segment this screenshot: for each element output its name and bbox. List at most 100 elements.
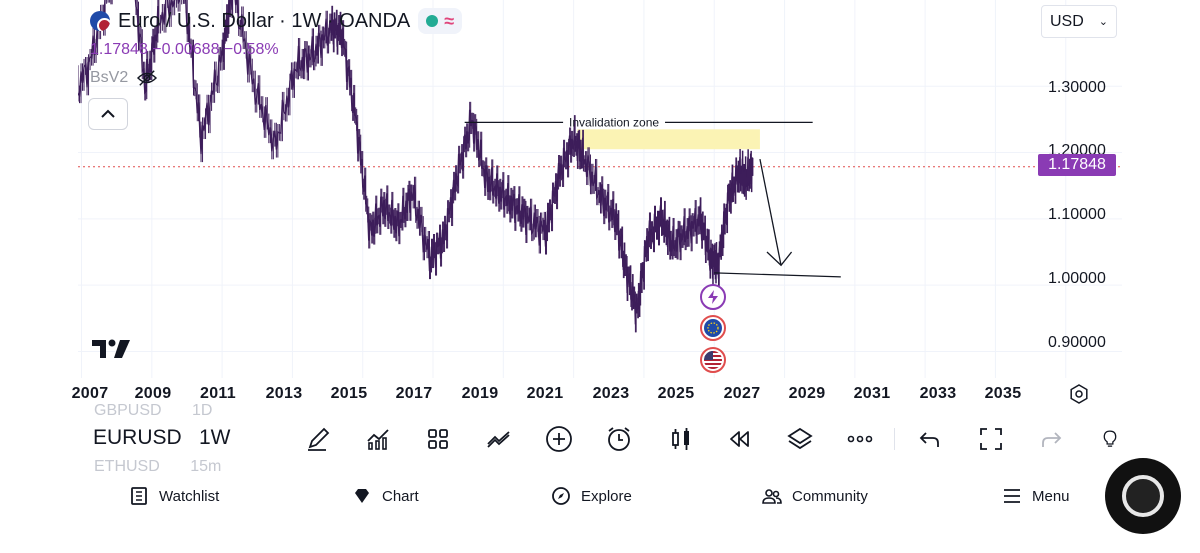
grid-icon bbox=[428, 429, 448, 449]
toolbar-divider bbox=[894, 428, 895, 450]
price-chart[interactable]: Invalidation zone bbox=[78, 0, 1122, 410]
compare-icon bbox=[487, 431, 510, 448]
layers-button[interactable] bbox=[785, 424, 815, 454]
next-interval: 15m bbox=[190, 458, 222, 475]
indicators-button[interactable] bbox=[363, 424, 393, 454]
layers-icon bbox=[787, 427, 813, 450]
eu-flag-icon bbox=[704, 319, 722, 337]
collapse-legend-button[interactable] bbox=[88, 98, 128, 130]
time-axis-label: 2035 bbox=[984, 385, 1022, 402]
fullscreen-button[interactable] bbox=[976, 424, 1006, 454]
eu-event-icon[interactable] bbox=[700, 315, 726, 341]
time-axis-label: 2021 bbox=[526, 385, 564, 402]
alert-button[interactable] bbox=[604, 424, 634, 454]
projection-arrow-head bbox=[766, 251, 793, 267]
time-axis-label: 2009 bbox=[134, 385, 172, 402]
axis-settings-icon[interactable] bbox=[1069, 384, 1089, 404]
time-axis-label: 2031 bbox=[853, 385, 891, 402]
nav-watchlist[interactable]: Watchlist bbox=[129, 486, 219, 506]
drawing-tools-button[interactable] bbox=[303, 424, 333, 454]
time-axis-label: 2033 bbox=[919, 385, 957, 402]
chart-area[interactable]: Invalidation zone bbox=[78, 0, 1122, 410]
prev-symbol-row[interactable]: GBPUSD 1D bbox=[94, 402, 212, 420]
community-icon bbox=[762, 489, 782, 504]
target-support-line bbox=[714, 272, 841, 278]
symbol-search-button[interactable]: EURUSD bbox=[93, 426, 182, 449]
diamond-icon bbox=[355, 489, 369, 503]
time-axis-label: 2013 bbox=[265, 385, 303, 402]
nav-chart-label: Chart bbox=[382, 487, 419, 505]
lightning-icon bbox=[708, 290, 718, 304]
indicator-row[interactable]: BsV2 bbox=[90, 69, 158, 87]
market-status-pill[interactable]: ≈ bbox=[418, 8, 463, 34]
rewind-icon bbox=[730, 431, 749, 447]
chart-type-button[interactable] bbox=[666, 424, 696, 454]
price-axis-label: 1.10000 bbox=[1048, 206, 1106, 223]
prev-symbol: GBPUSD bbox=[94, 402, 162, 419]
price-axis-label: 1.30000 bbox=[1048, 79, 1106, 96]
undo-icon bbox=[919, 432, 939, 447]
currency-value: USD bbox=[1050, 12, 1084, 30]
time-axis-label: 2029 bbox=[788, 385, 826, 402]
compare-button[interactable] bbox=[484, 424, 514, 454]
eye-off-icon[interactable] bbox=[136, 69, 158, 87]
plus-circle-icon bbox=[546, 426, 572, 452]
more-dots-icon bbox=[847, 435, 873, 443]
replay-button[interactable] bbox=[724, 424, 754, 454]
tradingview-logo-icon bbox=[92, 339, 130, 358]
undo-button[interactable] bbox=[915, 424, 945, 454]
compass-icon bbox=[552, 487, 570, 505]
currency-select[interactable]: USD ⌄ bbox=[1041, 5, 1117, 38]
add-button[interactable] bbox=[544, 424, 574, 454]
assistive-touch-icon bbox=[1122, 475, 1164, 517]
nav-menu-label: Menu bbox=[1032, 487, 1070, 505]
time-axis-label: 2007 bbox=[71, 385, 109, 402]
price-axis-label: 1.00000 bbox=[1048, 270, 1106, 287]
prev-interval: 1D bbox=[192, 402, 213, 419]
price-change: 1.17848 −0.00688 −0.58% bbox=[90, 41, 279, 58]
us-event-icon[interactable] bbox=[700, 347, 726, 373]
nav-explore-label: Explore bbox=[581, 487, 632, 505]
more-button[interactable] bbox=[845, 424, 875, 454]
market-open-icon bbox=[426, 15, 439, 27]
time-axis-label: 2011 bbox=[200, 385, 236, 402]
chevron-down-icon: ⌄ bbox=[1098, 16, 1108, 28]
time-axis-label: 2025 bbox=[657, 385, 695, 402]
ideas-button[interactable] bbox=[1100, 424, 1120, 454]
lightbulb-icon bbox=[1103, 430, 1117, 447]
redo-button[interactable] bbox=[1036, 424, 1066, 454]
time-axis-label: 2023 bbox=[592, 385, 630, 402]
indicators-icon bbox=[367, 429, 389, 450]
hamburger-icon bbox=[1004, 489, 1020, 503]
fullscreen-icon bbox=[980, 428, 1002, 450]
invalidation-zone-box bbox=[577, 129, 760, 150]
invalidation-zone-label: Invalidation zone bbox=[569, 115, 659, 129]
redo-icon bbox=[1042, 432, 1062, 447]
current-price-tag: 1.17848 bbox=[1038, 154, 1116, 176]
chevron-up-icon bbox=[101, 109, 115, 118]
next-symbol: ETHUSD bbox=[94, 458, 160, 475]
nav-explore[interactable]: Explore bbox=[551, 486, 632, 506]
price-series-line bbox=[78, 0, 754, 325]
us-flag-icon bbox=[704, 351, 722, 369]
layout-button[interactable] bbox=[423, 424, 453, 454]
wave-icon: ≈ bbox=[444, 10, 455, 31]
symbol-title: Euro / U.S. Dollar · 1W · OANDA bbox=[118, 9, 411, 32]
symbol-legend[interactable]: Euro / U.S. Dollar · 1W · OANDA ≈ bbox=[90, 8, 463, 34]
assistive-touch-button[interactable] bbox=[1105, 458, 1181, 534]
time-axis-label: 2015 bbox=[330, 385, 368, 402]
nav-community-label: Community bbox=[792, 487, 868, 505]
interval-button[interactable]: 1W bbox=[199, 426, 231, 449]
nav-community[interactable]: Community bbox=[762, 486, 868, 506]
time-axis-label: 2027 bbox=[723, 385, 761, 402]
nav-watchlist-label: Watchlist bbox=[159, 487, 220, 505]
watchlist-icon bbox=[131, 487, 147, 505]
time-axis-label: 2017 bbox=[395, 385, 433, 402]
time-axis-label: 2019 bbox=[461, 385, 499, 402]
nav-chart[interactable]: Chart bbox=[352, 486, 419, 506]
next-symbol-row[interactable]: ETHUSD 15m bbox=[94, 458, 221, 476]
candles-icon bbox=[672, 428, 689, 450]
earnings-event-icon[interactable] bbox=[700, 284, 726, 310]
nav-menu[interactable]: Menu bbox=[1002, 486, 1070, 506]
alarm-clock-icon bbox=[608, 427, 630, 451]
